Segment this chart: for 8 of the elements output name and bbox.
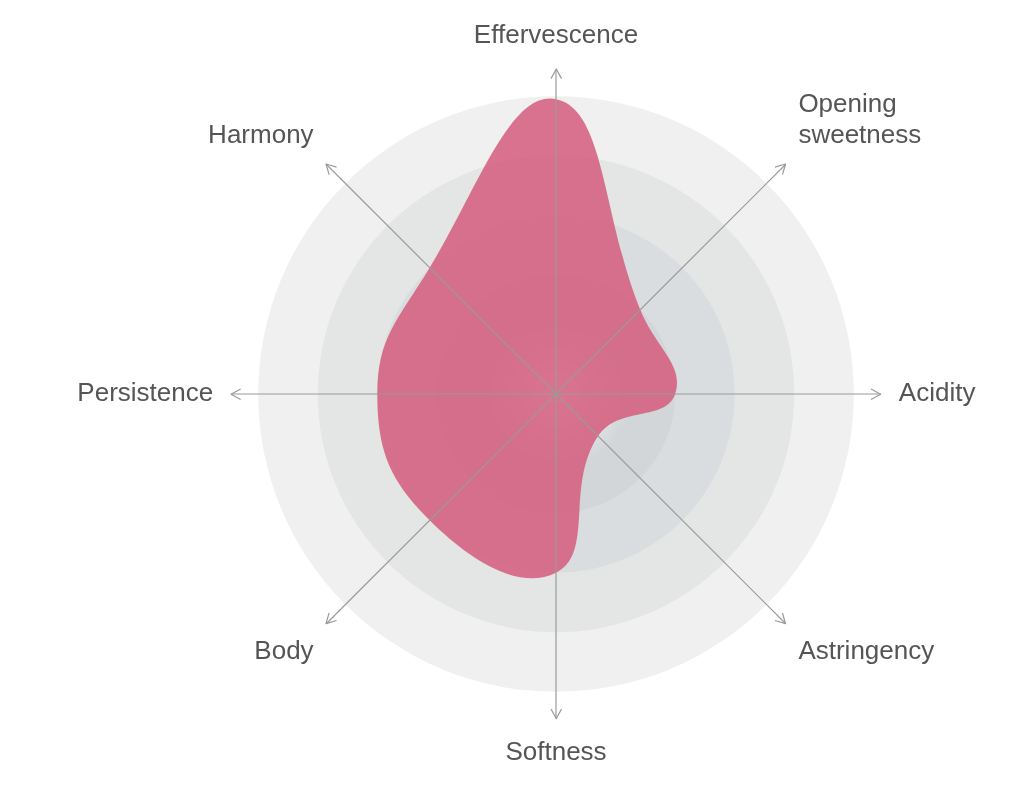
spoke-label: Persistence [77, 377, 214, 408]
spoke-label: Effervescence [473, 18, 639, 49]
spoke-label: Acidity [898, 377, 976, 408]
spoke-label: Softness [505, 735, 607, 766]
spoke-label: Astringency [798, 635, 935, 666]
spoke-label: Harmony [208, 119, 314, 150]
spoke-label: Opening sweetness [798, 87, 922, 150]
spoke-label: Body [254, 635, 314, 666]
